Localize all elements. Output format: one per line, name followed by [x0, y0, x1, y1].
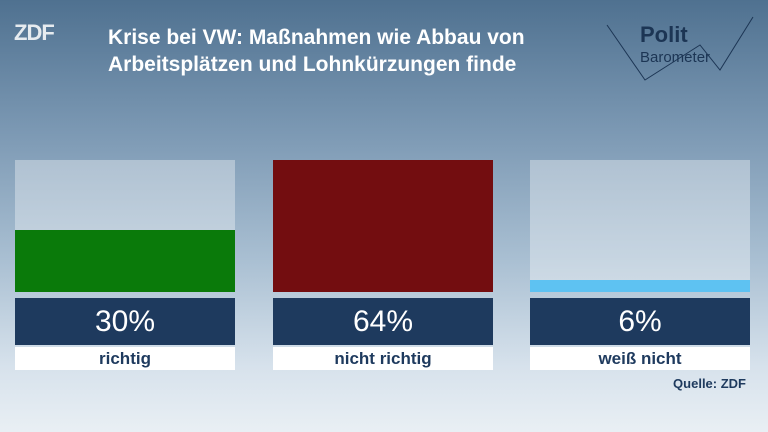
logo: ZDF — [14, 20, 55, 45]
chart-title: Krise bei VW: Maßnahmen wie Abbau von Ar… — [108, 26, 525, 76]
bar-panel — [273, 160, 493, 292]
value-label: 6% — [530, 298, 750, 345]
source: Quelle: ZDF — [673, 376, 746, 391]
bar — [530, 279, 750, 292]
category-label: nicht richtig — [273, 347, 493, 370]
bar-panel — [530, 160, 750, 292]
bar — [15, 230, 235, 292]
brand-sub: Barometer — [640, 49, 711, 66]
value-label: 30% — [15, 298, 235, 345]
brand: Polit — [640, 22, 688, 47]
bar-panel — [15, 160, 235, 292]
value-label: 64% — [273, 298, 493, 345]
brand-graphic — [606, 16, 754, 81]
category-label: richtig — [15, 347, 235, 370]
bar — [273, 160, 493, 292]
category-label: weiß nicht — [530, 347, 750, 370]
